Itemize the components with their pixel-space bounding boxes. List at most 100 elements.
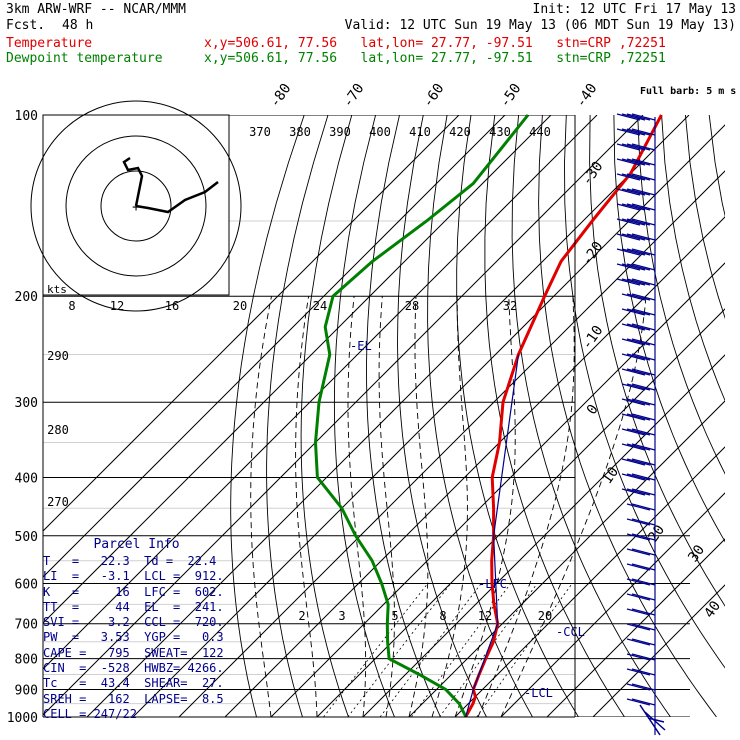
mixing-ratio-label: 8 bbox=[439, 609, 446, 623]
isotherm bbox=[43, 115, 460, 532]
marker-lcl: -LCL bbox=[524, 686, 553, 700]
isotherm bbox=[546, 538, 725, 717]
isotherm bbox=[362, 354, 725, 717]
parcel-info-row: CIN = -528 HWBZ= 4266. bbox=[43, 661, 224, 676]
hodograph-origin: + bbox=[132, 200, 140, 215]
theta-label: 410 bbox=[409, 125, 431, 139]
parcel-info-row: PW = 3.53 YGP = 0.3 bbox=[43, 630, 224, 645]
wind-barb bbox=[621, 488, 656, 496]
hodograph-ring bbox=[65, 135, 207, 277]
isopleth-label: 280 bbox=[47, 423, 69, 437]
surface-barb bbox=[639, 704, 666, 736]
fcst-value: 48 h bbox=[62, 18, 94, 33]
pressure-label-1000: 1000 bbox=[7, 711, 38, 726]
wind-barb bbox=[616, 113, 656, 121]
dry-adiabat bbox=[589, 115, 725, 607]
wind-barb bbox=[621, 458, 656, 466]
parcel-info-title: Parcel Info bbox=[93, 537, 180, 552]
isotherm bbox=[270, 262, 725, 717]
isotherm bbox=[316, 308, 725, 717]
moist-adiabat bbox=[347, 296, 367, 717]
wind-barb bbox=[616, 263, 656, 271]
wind-barb bbox=[626, 698, 656, 706]
hodograph-ring bbox=[30, 100, 242, 312]
wind-barb bbox=[626, 563, 656, 571]
moist-adiabat bbox=[408, 296, 429, 717]
temperature-location: x,y=506.61, 77.56 lat,lon= 27.77, -97.51… bbox=[204, 36, 666, 51]
theta-label: 380 bbox=[289, 125, 311, 139]
wind-barb bbox=[621, 428, 656, 436]
wind-barb bbox=[626, 683, 656, 691]
moist-adiabat bbox=[250, 296, 272, 717]
dry-adiabat bbox=[564, 115, 725, 669]
wind-barb bbox=[616, 233, 656, 241]
mixing-ratio-label: 5 bbox=[391, 609, 398, 623]
wind-barb bbox=[616, 218, 656, 226]
hodograph-trace bbox=[122, 156, 219, 214]
pressure-label-900: 900 bbox=[15, 683, 38, 698]
dry-adiabat bbox=[511, 115, 671, 717]
wind-speed-label: 8 bbox=[68, 299, 75, 313]
moist-adiabat bbox=[477, 296, 575, 717]
model-name: 3km ARW-WRF -- NCAR/MMM bbox=[6, 2, 187, 17]
parcel-info-row: CAPE = 795 SWEAT= 122 bbox=[43, 645, 224, 660]
theta-label: 440 bbox=[529, 125, 551, 139]
wind-speed-label: 20 bbox=[233, 299, 247, 313]
wind-speed-label: 32 bbox=[503, 299, 517, 313]
dry-adiabat bbox=[684, 115, 725, 320]
isotherm bbox=[408, 400, 725, 717]
dry-adiabat bbox=[538, 115, 717, 717]
parcel-info-row: TT = 44 EL = 241. bbox=[43, 599, 224, 614]
wind-barb bbox=[616, 188, 656, 196]
wind-speed-label: 12 bbox=[110, 299, 124, 313]
wind-barb bbox=[616, 173, 656, 181]
wind-barb bbox=[626, 518, 656, 526]
dewpoint-trace bbox=[313, 114, 530, 718]
wind-barb bbox=[626, 503, 656, 511]
mixing-ratio-line bbox=[476, 583, 573, 717]
wind-barb bbox=[621, 443, 656, 451]
wind-barb bbox=[626, 578, 656, 586]
parcel-path bbox=[465, 354, 520, 718]
init-time: Init: 12 UTC Fri 17 May 13 bbox=[532, 2, 737, 17]
isotherm bbox=[43, 115, 506, 578]
isotherm bbox=[86, 115, 690, 717]
mixing-ratio-label: 12 bbox=[478, 609, 492, 623]
wind-barb bbox=[616, 158, 656, 166]
moist-adiabat bbox=[295, 296, 318, 717]
wind-barb bbox=[616, 248, 656, 256]
wind-barb bbox=[616, 128, 656, 136]
wind-barb bbox=[616, 143, 656, 151]
wind-barb bbox=[621, 338, 656, 346]
moist-adiabat bbox=[378, 296, 395, 717]
temperature-axis-label: -30 bbox=[579, 159, 607, 189]
marker-ccl: -CCL bbox=[556, 625, 585, 639]
temperature-axis-label: -80 bbox=[267, 81, 295, 111]
wind-barb bbox=[621, 293, 656, 301]
moist-adiabat bbox=[500, 296, 647, 717]
dewpoint-legend: Dewpoint temperature bbox=[6, 51, 163, 66]
pressure-label-600: 600 bbox=[15, 577, 38, 592]
isotherm bbox=[43, 115, 552, 624]
mixing-ratio-label: 3 bbox=[338, 609, 345, 623]
wind-barb bbox=[626, 548, 656, 556]
parcel-info-row: SVI = 3.2 CCL = 720. bbox=[43, 615, 224, 630]
temperature-axis-label: 40 bbox=[701, 598, 724, 621]
dry-adiabat bbox=[300, 115, 353, 717]
theta-label: 420 bbox=[449, 125, 471, 139]
dewpoint-location: x,y=506.61, 77.56 lat,lon= 27.77, -97.51… bbox=[204, 51, 666, 66]
wind-barb bbox=[621, 398, 656, 406]
parcel-info-row: T = 22.3 Td = 22.4 bbox=[43, 554, 217, 568]
temperature-axis-label: 10 bbox=[599, 464, 622, 487]
dry-adiabat bbox=[456, 115, 579, 717]
wind-speed-label: 16 bbox=[165, 299, 179, 313]
temperature-legend: Temperature bbox=[6, 36, 93, 51]
valid-time: Valid: 12 UTC Sun 19 May 13 (06 MDT Sun … bbox=[344, 18, 736, 33]
wind-barb bbox=[626, 638, 656, 646]
theta-label: 390 bbox=[329, 125, 351, 139]
isotherm bbox=[178, 170, 725, 717]
isotherm bbox=[454, 446, 725, 717]
dry-adiabat bbox=[266, 115, 329, 717]
wind-barb bbox=[626, 668, 656, 676]
